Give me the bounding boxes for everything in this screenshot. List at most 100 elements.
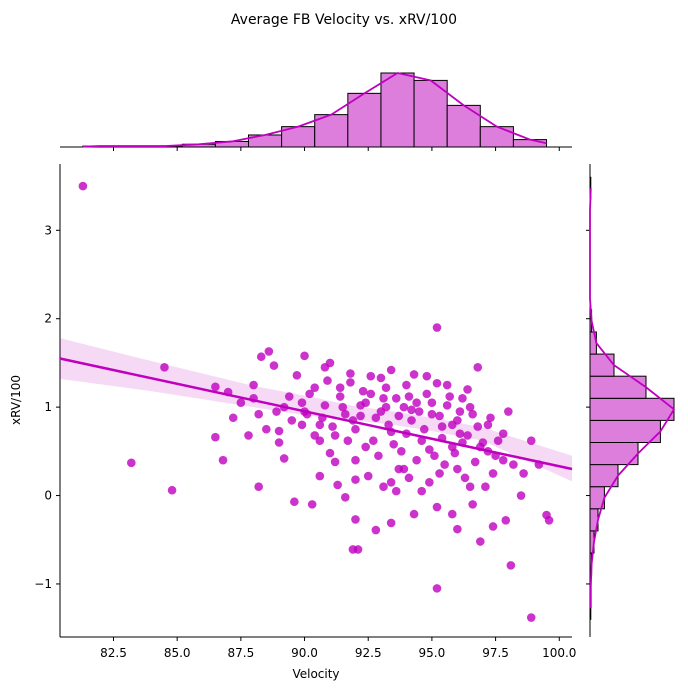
scatter-point [498, 455, 508, 465]
scatter-point [379, 482, 388, 492]
scatter-point [414, 407, 424, 416]
x-tick-label: 90.0 [291, 646, 318, 660]
scatter-point [366, 389, 376, 399]
scatter-point [351, 424, 360, 434]
scatter-point [340, 493, 350, 502]
scatter-point [300, 351, 309, 361]
scatter-point [422, 389, 432, 399]
scatter-point [504, 407, 513, 416]
scatter-point [391, 393, 401, 403]
scatter-point [391, 486, 401, 496]
scatter-point [160, 363, 169, 372]
scatter-point [292, 371, 302, 380]
scatter-point [463, 431, 472, 440]
scatter-point [254, 482, 263, 492]
scatter-point [274, 438, 284, 447]
scatter-point [417, 436, 427, 446]
scatter-point [425, 445, 434, 454]
scatter-point [447, 509, 457, 519]
scatter-point [351, 475, 360, 484]
scatter-point [366, 371, 376, 381]
top-hist-bar [314, 114, 349, 148]
scatter-point [470, 457, 480, 467]
scatter-point [404, 473, 414, 483]
scatter-point [320, 363, 330, 372]
scatter-point [290, 497, 299, 507]
scatter-point [409, 370, 419, 379]
scatter-point [310, 383, 320, 392]
x-tick-label: 85.0 [164, 646, 191, 660]
scatter-point [127, 458, 136, 468]
scatter-point [519, 469, 528, 478]
scatter-point [412, 398, 421, 408]
scatter-point [463, 385, 472, 394]
x-tick-label: 100.0 [542, 646, 576, 660]
scatter-point [254, 409, 263, 419]
right-hist-bar [589, 353, 615, 377]
scatter-point [435, 411, 444, 421]
top-hist-bar [479, 126, 514, 148]
scatter-point [488, 522, 498, 531]
scatter-point [335, 392, 345, 401]
scatter-point [335, 383, 345, 392]
scatter-point [374, 451, 383, 461]
scatter-point [323, 376, 332, 385]
scatter-point [455, 429, 465, 438]
scatter-point [389, 439, 398, 449]
x-tick-label: 97.5 [482, 646, 509, 660]
scatter-point [346, 378, 355, 387]
top-hist-bar [380, 72, 415, 148]
right-marginal-histogram [586, 164, 675, 637]
scatter-point [338, 402, 348, 412]
scatter-point [475, 537, 485, 546]
scatter-point [445, 392, 455, 401]
scatter-point [346, 369, 355, 378]
scatter-point [386, 518, 396, 528]
scatter-point [468, 500, 477, 509]
scatter-point [356, 411, 365, 421]
scatter-point [425, 477, 434, 487]
scatter-point [526, 436, 536, 446]
scatter-point [397, 447, 406, 456]
scatter-point [256, 352, 266, 362]
y-tick-label: 2 [44, 312, 52, 326]
x-tick-label: 95.0 [419, 646, 446, 660]
scatter-point [363, 471, 373, 481]
scatter-point [442, 380, 452, 390]
scatter-point [427, 398, 437, 408]
scatter-point [315, 420, 325, 430]
scatter-point [473, 363, 483, 372]
chart-title: Average FB Velocity vs. xRV/100 [231, 12, 457, 28]
scatter-point [516, 491, 526, 500]
scatter-point [419, 424, 429, 434]
scatter-point [376, 373, 386, 383]
scatter-point [211, 432, 220, 442]
scatter-point [325, 448, 335, 458]
confidence-band [60, 338, 572, 482]
scatter-point [315, 471, 325, 481]
scatter-point [409, 509, 419, 519]
scatter-point [269, 361, 279, 370]
scatter-point [435, 469, 444, 478]
scatter-point [376, 407, 386, 416]
scatter-point [483, 420, 493, 430]
scatter-point [287, 416, 297, 425]
scatter-point [437, 422, 447, 431]
scatter-point [526, 613, 536, 622]
scatter-point [274, 426, 284, 436]
scatter-point [488, 469, 498, 478]
scatter-point [422, 371, 432, 381]
scatter-point [402, 380, 411, 390]
scatter-point [167, 485, 177, 495]
regression-line [59, 357, 573, 471]
scatter-point [218, 455, 228, 465]
scatter-point [353, 545, 363, 554]
scatter-point [447, 420, 457, 430]
scatter-point [381, 383, 391, 392]
scatter-point [427, 409, 437, 419]
scatter-point [361, 398, 370, 408]
scatter-point [417, 486, 427, 496]
top-hist-bar [347, 92, 382, 148]
scatter-point [432, 502, 442, 512]
